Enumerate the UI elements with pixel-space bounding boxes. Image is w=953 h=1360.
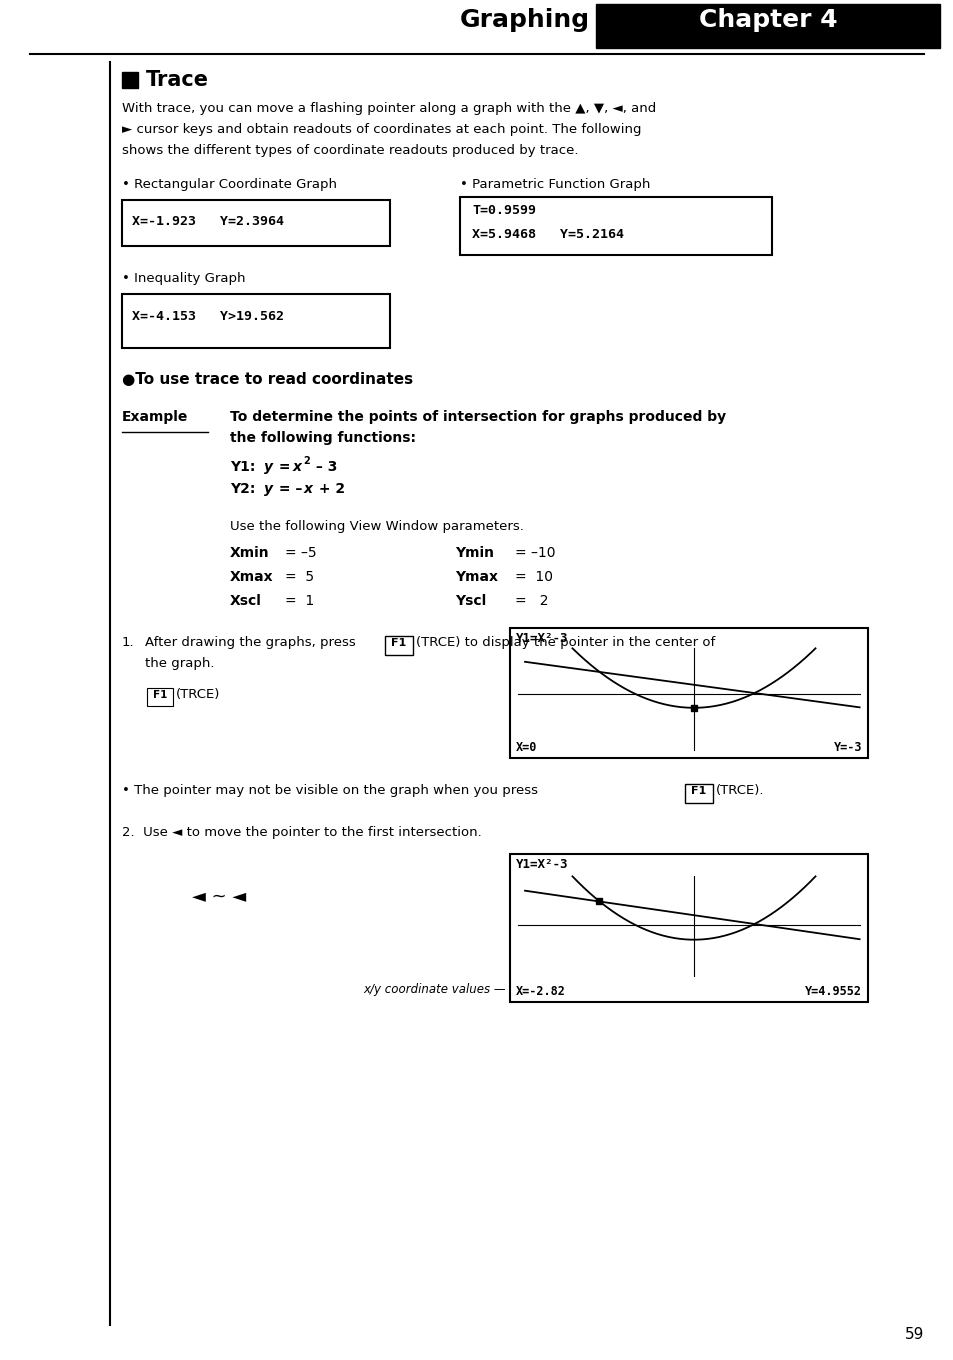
Text: =  1: = 1 xyxy=(285,594,314,608)
Text: =  10: = 10 xyxy=(515,570,553,583)
FancyBboxPatch shape xyxy=(459,197,771,256)
Text: ◄ ~ ◄: ◄ ~ ◄ xyxy=(192,888,246,906)
FancyBboxPatch shape xyxy=(510,628,867,758)
FancyBboxPatch shape xyxy=(122,294,390,348)
FancyBboxPatch shape xyxy=(122,200,390,246)
Text: + 2: + 2 xyxy=(314,481,345,496)
Text: Y=-3: Y=-3 xyxy=(833,741,862,753)
Text: Ymax: Ymax xyxy=(455,570,497,583)
Text: (TRCE) to display the pointer in the center of: (TRCE) to display the pointer in the cen… xyxy=(416,636,715,649)
Text: X=0: X=0 xyxy=(516,741,537,753)
Text: shows the different types of coordinate readouts produced by trace.: shows the different types of coordinate … xyxy=(122,144,578,156)
Text: F1: F1 xyxy=(152,690,167,700)
Text: Chapter 4: Chapter 4 xyxy=(698,8,837,33)
Text: • Rectangular Coordinate Graph: • Rectangular Coordinate Graph xyxy=(122,178,336,190)
Text: ●To use trace to read coordinates: ●To use trace to read coordinates xyxy=(122,373,413,388)
Text: F1: F1 xyxy=(391,638,406,647)
FancyBboxPatch shape xyxy=(684,783,712,802)
Text: the following functions:: the following functions: xyxy=(230,431,416,445)
Text: 1.: 1. xyxy=(122,636,134,649)
Text: x: x xyxy=(293,460,302,475)
Text: Y1=X²-3: Y1=X²-3 xyxy=(516,632,568,645)
Text: T=0.9599: T=0.9599 xyxy=(472,204,536,218)
Text: y: y xyxy=(264,481,273,496)
Text: To determine the points of intersection for graphs produced by: To determine the points of intersection … xyxy=(230,409,725,424)
Text: the graph.: the graph. xyxy=(145,657,214,670)
Text: X=5.9468   Y=5.2164: X=5.9468 Y=5.2164 xyxy=(472,228,623,241)
Text: Y1=X²-3: Y1=X²-3 xyxy=(516,858,568,870)
Text: 2.  Use ◄ to move the pointer to the first intersection.: 2. Use ◄ to move the pointer to the firs… xyxy=(122,826,481,839)
Text: x: x xyxy=(304,481,313,496)
Text: (TRCE).: (TRCE). xyxy=(716,783,763,797)
Text: Xmin: Xmin xyxy=(230,545,270,560)
Text: 59: 59 xyxy=(903,1327,923,1342)
Text: – 3: – 3 xyxy=(311,460,337,475)
Text: After drawing the graphs, press: After drawing the graphs, press xyxy=(145,636,359,649)
Text: Xmax: Xmax xyxy=(230,570,274,583)
Text: =   2: = 2 xyxy=(515,594,548,608)
Text: With trace, you can move a flashing pointer along a graph with the ▲, ▼, ◄, and: With trace, you can move a flashing poin… xyxy=(122,102,656,116)
FancyBboxPatch shape xyxy=(510,854,867,1002)
Text: X=-2.82: X=-2.82 xyxy=(516,985,565,998)
Text: Y1:: Y1: xyxy=(230,460,260,475)
Text: =  5: = 5 xyxy=(285,570,314,583)
Text: X=-1.923   Y=2.3964: X=-1.923 Y=2.3964 xyxy=(132,215,284,228)
Text: Trace: Trace xyxy=(146,69,209,90)
Text: • Parametric Function Graph: • Parametric Function Graph xyxy=(459,178,650,190)
Text: = –: = – xyxy=(274,481,302,496)
Text: • The pointer may not be visible on the graph when you press: • The pointer may not be visible on the … xyxy=(122,783,541,797)
Text: Example: Example xyxy=(122,409,188,424)
FancyBboxPatch shape xyxy=(385,636,413,656)
FancyBboxPatch shape xyxy=(147,688,172,706)
FancyBboxPatch shape xyxy=(596,4,939,48)
Text: = –5: = –5 xyxy=(285,545,316,560)
Text: Use the following View Window parameters.: Use the following View Window parameters… xyxy=(230,520,523,533)
Text: =: = xyxy=(274,460,295,475)
Text: X=-4.153   Y>19.562: X=-4.153 Y>19.562 xyxy=(132,310,284,324)
Text: (TRCE): (TRCE) xyxy=(175,688,220,700)
FancyBboxPatch shape xyxy=(122,72,138,88)
Text: Ymin: Ymin xyxy=(455,545,494,560)
Text: Y=4.9552: Y=4.9552 xyxy=(804,985,862,998)
Text: F1: F1 xyxy=(691,786,706,796)
Text: ► cursor keys and obtain readouts of coordinates at each point. The following: ► cursor keys and obtain readouts of coo… xyxy=(122,122,640,136)
Text: Xscl: Xscl xyxy=(230,594,262,608)
Text: 2: 2 xyxy=(303,456,310,466)
Text: x/y coordinate values —: x/y coordinate values — xyxy=(363,983,505,996)
Text: Graphing: Graphing xyxy=(459,8,589,33)
Text: y: y xyxy=(264,460,273,475)
Text: • Inequality Graph: • Inequality Graph xyxy=(122,272,245,286)
Text: = –10: = –10 xyxy=(515,545,555,560)
Text: Yscl: Yscl xyxy=(455,594,486,608)
Text: Y2:: Y2: xyxy=(230,481,260,496)
